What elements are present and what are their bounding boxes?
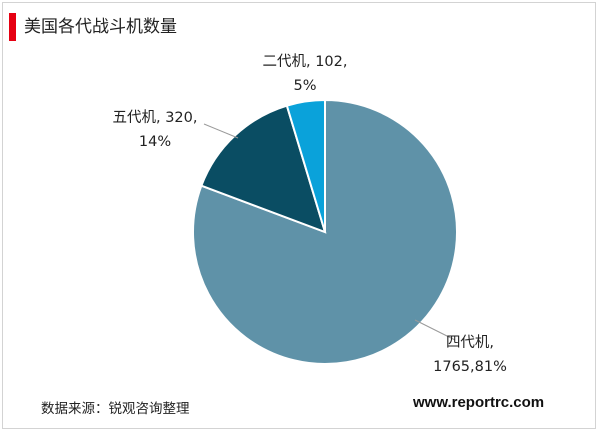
data-source: 数据来源：锐观咨询整理	[41, 401, 190, 417]
slice-label-2: 二代机, 102, 5%	[262, 53, 347, 94]
slice-label-line: 五代机, 320,	[112, 109, 197, 126]
slice-label-line: 1765,81%	[433, 359, 507, 375]
leader-line-1	[203, 123, 239, 139]
slice-label-line: 14%	[139, 134, 171, 150]
website-url: www.reportrc.com	[413, 394, 545, 411]
slice-label-1: 五代机, 320, 14%	[112, 109, 197, 150]
pie-slice-0	[192, 98, 458, 365]
slice-label-line: 5%	[293, 78, 316, 94]
slice-label-line: 二代机, 102,	[262, 53, 347, 70]
leader-line-0	[414, 319, 456, 341]
pie-slice-1	[200, 104, 327, 234]
title-accent-bar	[9, 13, 16, 41]
chart-title: 美国各代战斗机数量	[24, 17, 177, 37]
slice-label-0: 四代机, 1765,81%	[433, 334, 507, 375]
pie-slice-2	[285, 98, 326, 233]
slice-label-line: 四代机,	[446, 334, 494, 351]
